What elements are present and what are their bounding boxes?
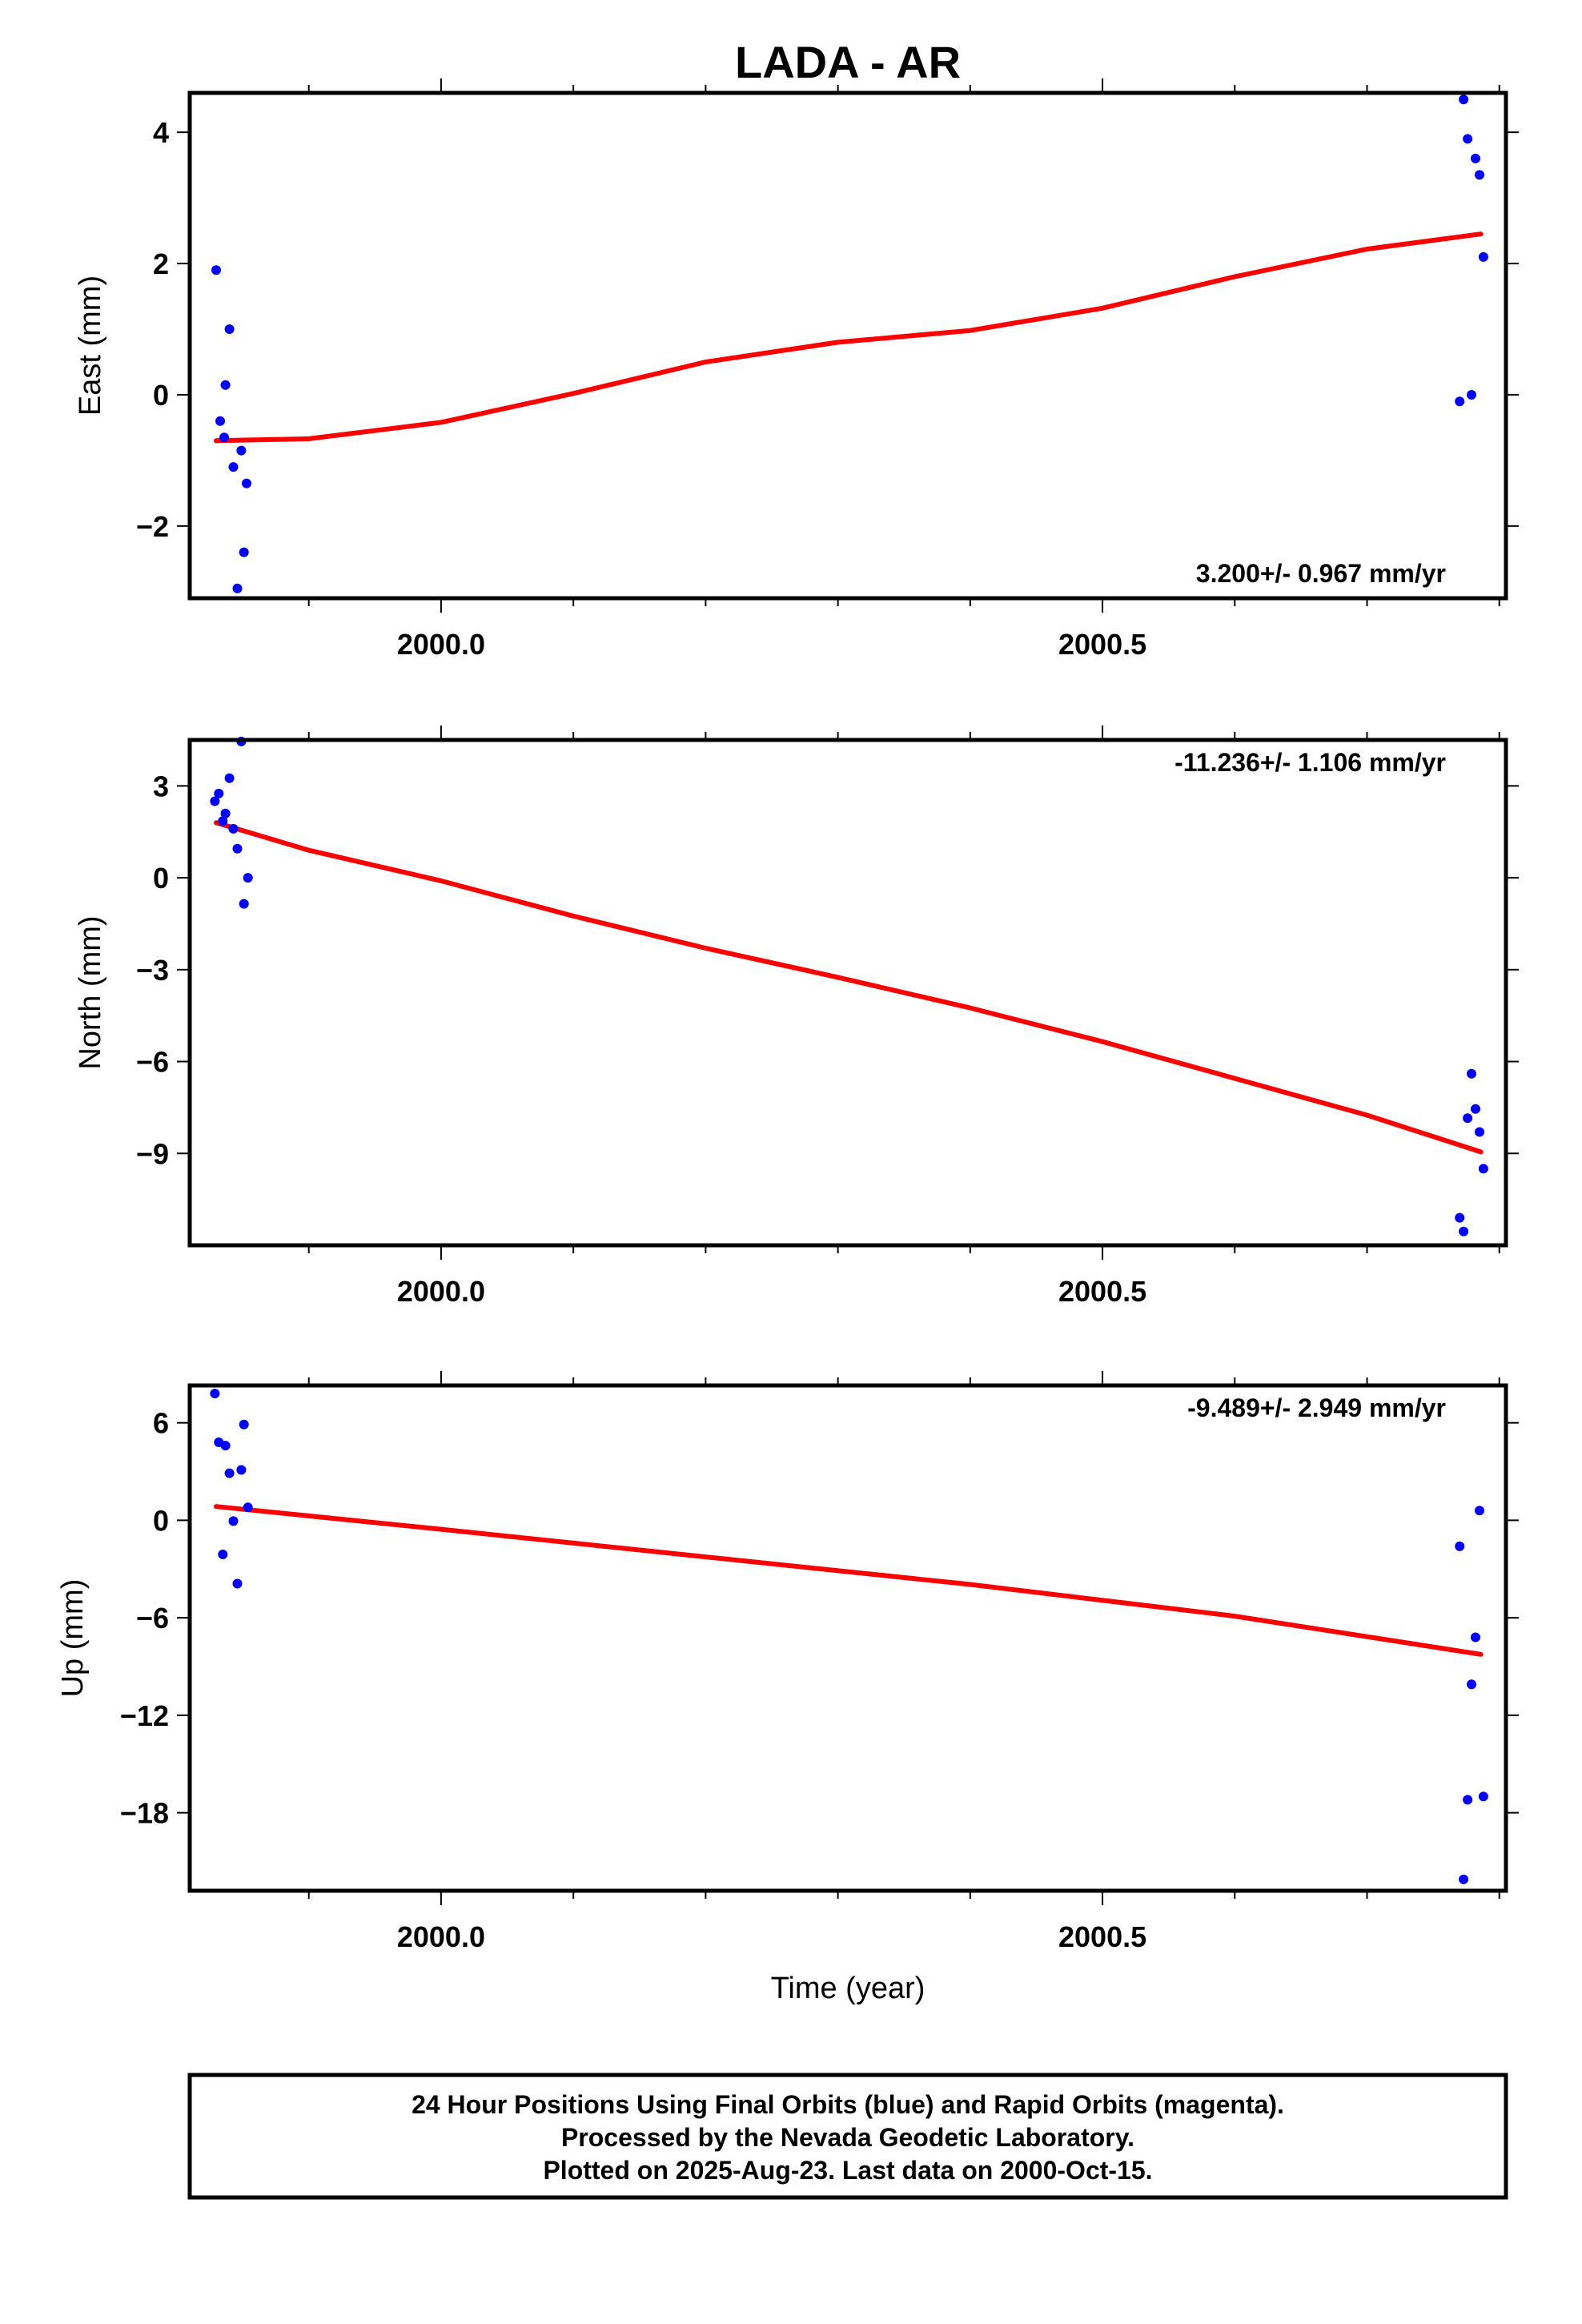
east-data-point [1463,134,1473,144]
east-data-point [228,462,239,472]
up-data-point [1455,1541,1465,1551]
east-rate-label: 3.200+/- 0.967 mm/yr [1196,559,1446,588]
north-y-axis-label: North (mm) [74,915,107,1069]
north-frame [187,738,1508,1248]
north-data-point [220,808,231,818]
north-data-point [224,773,235,783]
east-data-point [1475,170,1484,180]
up-data-point [220,1441,231,1451]
north-y-tick-label: −9 [136,1137,169,1170]
up-data-point [236,1465,247,1475]
up-fit-line [214,1504,1484,1657]
east-y-tick-label: 2 [153,247,169,280]
up-data-point [210,1389,220,1399]
east-data-point [1459,94,1469,105]
north-y-tick-label: −6 [136,1046,169,1079]
east-data-point [219,432,229,443]
east-data-point [232,583,243,593]
east-data-point [1478,251,1488,262]
up-y-tick-label: −18 [120,1797,169,1830]
north-data-point [1478,1164,1488,1174]
east-y-axis-label: East (mm) [74,275,107,416]
footer-frame [187,2073,1508,2200]
north-y-tick-label: 3 [153,770,169,802]
up-data-point [1471,1632,1480,1642]
east-y-tick-label: 4 [153,116,169,149]
north-fit-line [214,820,1484,1155]
north-data-point [239,899,249,909]
east-data-point [1471,153,1480,163]
up-x-tick-label: 2000.0 [397,1920,485,1953]
up-data-point [243,1502,253,1513]
north-data-point [232,843,243,854]
up-panel: 2000.0 2000.5 −18 −12 −6 0 6 Up (mm) -9.489+/- 2… [56,1371,1519,1953]
east-y-tick-label: 0 [153,379,169,412]
east-data-point [220,380,231,390]
east-frame [187,90,1508,601]
east-y-tick-label: −2 [136,510,169,543]
east-data-point [211,265,221,275]
up-data-point [1463,1795,1473,1805]
footer-box: 24 Hour Positions Using Final Orbits (bl… [187,2073,1508,2200]
up-y-tick-label: −6 [136,1602,169,1634]
north-data-point [218,816,228,826]
east-data-point [215,416,225,426]
north-y-tick-label: 0 [153,862,169,895]
east-data-point [242,478,251,489]
east-fit-line [214,231,1484,444]
chart-title: LADA - AR [735,37,961,87]
north-x-tick-label: 2000.0 [397,1275,485,1308]
up-data-point [218,1550,228,1559]
up-data-point [1459,1874,1469,1884]
up-data-point [1475,1506,1484,1516]
footer-line-2: Processed by the Nevada Geodetic Laborat… [561,2123,1134,2152]
north-data-point [243,873,253,883]
up-x-tick-label: 2000.5 [1058,1920,1146,1953]
north-panel: 2000.0 2000.5 −9 −6 −3 0 3 North (mm) -11.236+/-… [74,726,1519,1308]
north-data-point [1471,1104,1480,1114]
east-data-point [1455,396,1465,407]
x-axis-label: Time (year) [771,1972,926,2005]
north-data-point [1459,1226,1469,1236]
up-rate-label: -9.489+/- 2.949 mm/yr [1187,1393,1446,1422]
north-data-point [210,796,220,806]
east-data-point [224,324,235,334]
north-data-point [1463,1113,1473,1124]
up-data-point [228,1516,239,1526]
north-data-point [214,788,224,798]
up-y-axis-label: Up (mm) [56,1579,90,1698]
up-y-tick-label: 6 [153,1407,169,1440]
east-data-point [239,547,249,557]
north-y-tick-label: −3 [136,954,169,987]
footer-line-1: 24 Hour Positions Using Final Orbits (bl… [412,2090,1284,2119]
north-x-tick-label: 2000.5 [1058,1275,1146,1308]
up-data-point [1478,1791,1488,1802]
up-y-tick-label: 0 [153,1504,169,1537]
up-y-tick-label: −12 [120,1699,169,1732]
north-data-point [1455,1212,1465,1223]
east-panel: 2000.0 2000.5 −2 0 2 4 East (mm) 3.200+/- 0.967… [74,78,1519,661]
up-frame [187,1383,1508,1893]
up-data-point [224,1468,235,1478]
east-x-tick-label: 2000.5 [1058,628,1146,661]
north-rate-label: -11.236+/- 1.106 mm/yr [1174,748,1446,777]
north-data-point [228,823,239,834]
up-data-point [1467,1679,1476,1690]
north-data-point [1467,1068,1476,1079]
east-data-point [1467,390,1476,400]
north-data-point [1475,1127,1484,1137]
panels: 2000.0 2000.5 −2 0 2 4 East (mm) 3.200+/- 0.967… [56,78,1519,1953]
east-x-tick-label: 2000.0 [397,628,485,661]
footer-line-3: Plotted on 2025-Aug-23. Last data on 200… [543,2156,1152,2185]
up-data-point [232,1578,243,1589]
east-data-point [236,445,247,456]
up-data-point [239,1419,249,1429]
